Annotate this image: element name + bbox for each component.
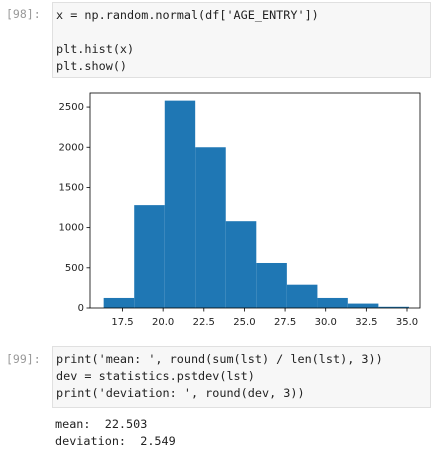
cell-prompt: [98]: [6, 7, 41, 21]
code-line: dev = statistics.pstdev(lst) [56, 369, 255, 383]
code-line: plt.hist(x) [56, 42, 135, 56]
y-tick-label: 0 [78, 303, 84, 314]
bar [103, 297, 135, 308]
x-tick-label: 17.5 [111, 317, 133, 328]
code-line: print('mean: ', round(sum(lst) / len(lst… [56, 352, 383, 366]
bar [347, 303, 379, 308]
y-tick-label: 1000 [59, 223, 84, 234]
x-tick-label: 22.5 [193, 317, 215, 328]
y-tick-label: 500 [65, 263, 84, 274]
bar [378, 306, 409, 308]
x-tick-label: 30.0 [315, 317, 337, 328]
bar [225, 221, 257, 308]
y-tick-label: 1500 [59, 182, 84, 193]
bar [286, 284, 318, 308]
bar [195, 147, 226, 308]
bar [317, 297, 348, 308]
x-tick-label: 32.5 [355, 317, 377, 328]
bar [134, 205, 165, 308]
bar [256, 262, 287, 308]
code-line: x = np.random.normal(df['AGE_ENTRY']) [56, 8, 319, 22]
code-line: plt.show() [56, 59, 128, 73]
cell-prompt: [99]: [6, 352, 41, 366]
output-line: mean: 22.503 [55, 417, 148, 431]
output-line: deviation: 2.549 [55, 434, 176, 448]
bar [164, 100, 196, 308]
y-tick-label: 2000 [59, 142, 84, 153]
axes-frame [89, 92, 421, 309]
x-tick-label: 25.0 [233, 317, 255, 328]
x-tick-label: 35.0 [396, 317, 418, 328]
y-tick-label: 2500 [59, 102, 84, 113]
code-line: print('deviation: ', round(dev, 3)) [56, 386, 305, 400]
x-tick-label: 27.5 [274, 317, 296, 328]
x-tick-label: 20.0 [152, 317, 174, 328]
code-cell[interactable]: print('mean: ', round(sum(lst) / len(lst… [52, 346, 431, 408]
